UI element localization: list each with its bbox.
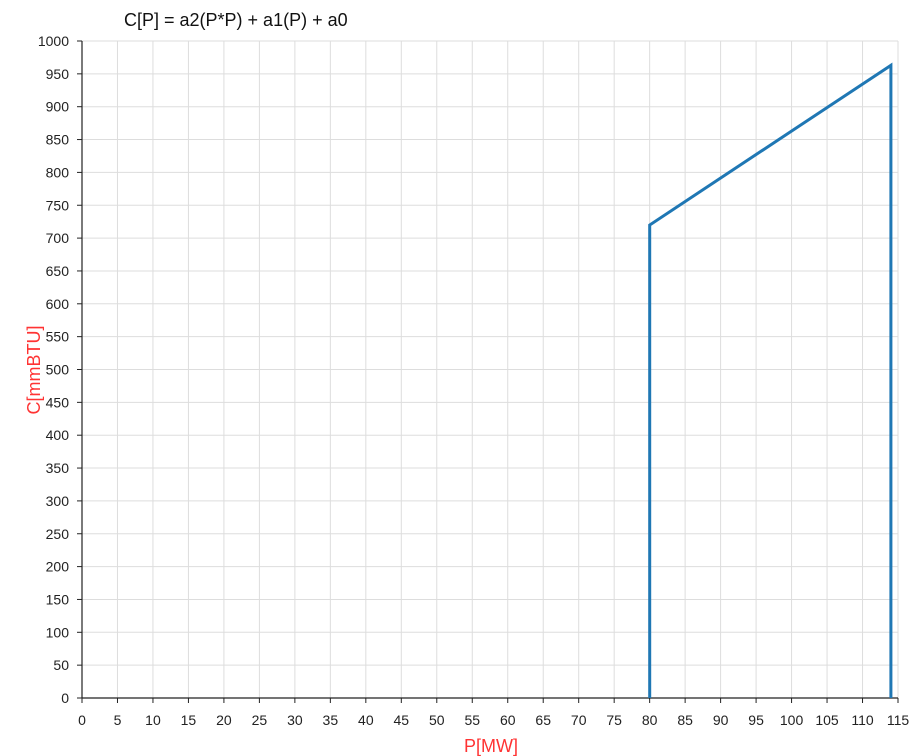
x-tick-label: 15 — [181, 712, 197, 728]
x-tick-label: 0 — [78, 712, 86, 728]
y-tick-label: 350 — [46, 460, 70, 476]
x-tick-label: 30 — [287, 712, 303, 728]
y-tick-label: 500 — [46, 362, 70, 378]
x-tick-label: 50 — [429, 712, 445, 728]
x-tick-label: 10 — [145, 712, 161, 728]
x-tick-label: 70 — [571, 712, 587, 728]
x-tick-label: 80 — [642, 712, 658, 728]
y-tick-label: 1000 — [38, 33, 69, 49]
y-tick-label: 100 — [46, 624, 70, 640]
x-tick-label: 75 — [606, 712, 622, 728]
x-axis-label: P[MW] — [464, 736, 518, 756]
x-tick-label: 25 — [252, 712, 268, 728]
x-tick-label: 60 — [500, 712, 516, 728]
y-tick-label: 650 — [46, 263, 70, 279]
series-line — [648, 62, 893, 698]
x-tick-label: 55 — [464, 712, 480, 728]
y-tick-label: 50 — [53, 657, 69, 673]
y-tick-label: 950 — [46, 66, 70, 82]
y-tick-label: 550 — [46, 329, 70, 345]
x-tick-label: 110 — [851, 712, 874, 728]
y-tick-label: 0 — [61, 690, 69, 706]
y-tick-label: 600 — [46, 296, 70, 312]
chart-title: C[P] = a2(P*P) + a1(P) + a0 — [124, 10, 348, 30]
x-tick-label: 40 — [358, 712, 374, 728]
y-tick-label: 450 — [46, 394, 70, 410]
y-tick-label: 750 — [46, 197, 70, 213]
grid — [82, 40, 899, 698]
y-tick-label: 900 — [46, 99, 70, 115]
x-tick-label: 85 — [677, 712, 693, 728]
y-tick-label: 300 — [46, 493, 70, 509]
y-tick-label: 200 — [46, 559, 70, 575]
series — [648, 62, 893, 698]
axes — [77, 40, 899, 703]
y-tick-label: 150 — [46, 591, 70, 607]
x-tick-label: 45 — [394, 712, 410, 728]
y-tick-labels: 0 50 100 150 200 250 300 350 400 450 500 550 600 650 7… — [38, 33, 69, 706]
x-tick-label: 90 — [713, 712, 729, 728]
x-tick-label: 5 — [114, 712, 122, 728]
x-tick-label: 65 — [535, 712, 551, 728]
x-tick-label: 20 — [216, 712, 232, 728]
y-tick-label: 700 — [46, 230, 70, 246]
y-tick-label: 850 — [46, 132, 70, 148]
y-tick-label: 400 — [46, 427, 70, 443]
y-axis-label: C[mmBTU] — [24, 326, 44, 415]
y-tick-label: 800 — [46, 164, 70, 180]
x-tick-label: 95 — [748, 712, 764, 728]
x-tick-label: 100 — [780, 712, 804, 728]
x-tick-label: 35 — [323, 712, 339, 728]
x-tick-labels: 0 5 10 15 20 25 30 35 40 45 50 55 60 65 70 75 80 85 90 95 10… — [78, 712, 909, 728]
x-tick-label: 115 — [887, 712, 910, 728]
y-tick-label: 250 — [46, 526, 70, 542]
x-tick-label: 105 — [815, 712, 839, 728]
